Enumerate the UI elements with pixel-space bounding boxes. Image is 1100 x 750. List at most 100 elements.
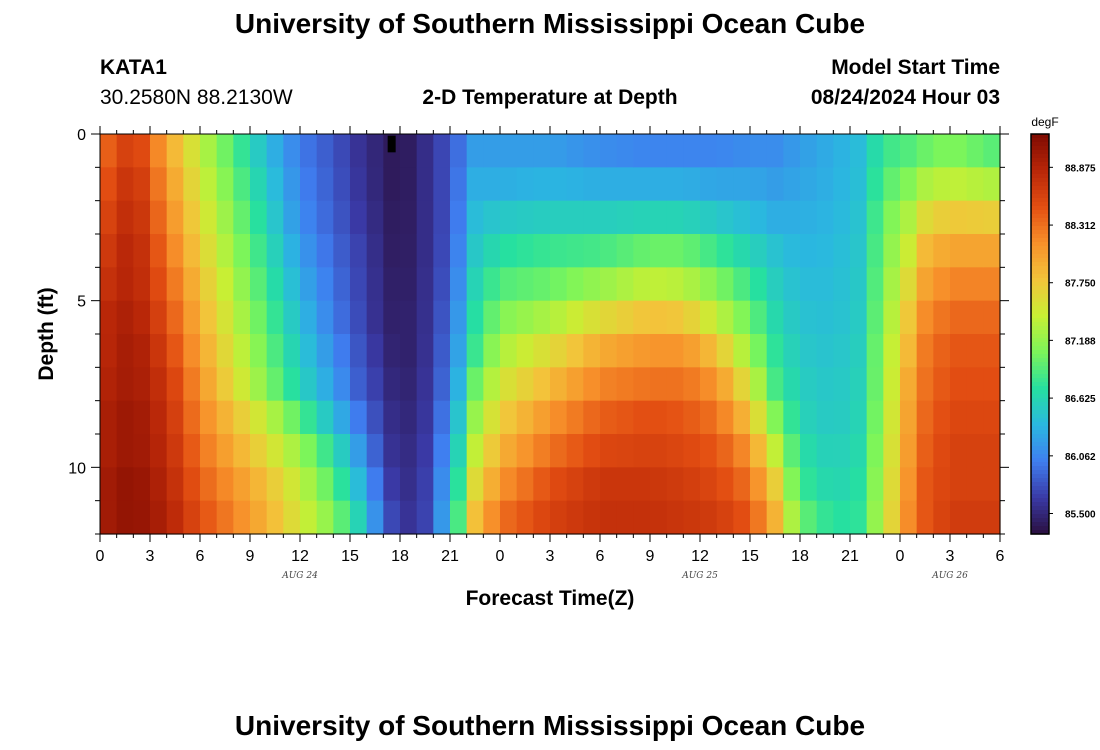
heatmap-cell (133, 500, 151, 535)
heatmap-cell (766, 234, 784, 268)
heatmap-cell (950, 134, 968, 168)
heatmap-cell (200, 234, 218, 268)
colorbar-swatch (1031, 182, 1049, 187)
colorbar-swatch (1031, 378, 1049, 383)
heatmap-cell (783, 434, 801, 468)
heatmap-cell (200, 167, 218, 202)
heatmap-cell (816, 367, 834, 402)
heatmap-cell (633, 500, 651, 535)
heatmap-cell (933, 167, 951, 202)
heatmap-cell (716, 200, 734, 235)
heatmap-cell (466, 167, 484, 202)
heatmap-cell (600, 334, 618, 368)
heatmap-cell (583, 334, 601, 368)
heatmap-cell (600, 234, 618, 268)
colorbar-swatch (1031, 142, 1049, 147)
heatmap-cell (916, 234, 934, 268)
heatmap-cell (733, 334, 751, 368)
x-tick-label: 3 (946, 548, 955, 565)
heatmap-cell (600, 467, 618, 502)
heatmap-cell (383, 300, 401, 335)
heatmap-cell (533, 200, 551, 235)
heatmap-cell (216, 267, 234, 302)
colorbar-swatch (1031, 474, 1049, 479)
heatmap-cell (950, 200, 968, 235)
colorbar-swatch (1031, 386, 1049, 391)
heatmap-cell (816, 167, 834, 202)
heatmap-cell (316, 234, 334, 268)
heatmap-cell (683, 200, 701, 235)
colorbar-swatch (1031, 394, 1049, 399)
heatmap-cell (133, 334, 151, 368)
heatmap-cell (566, 400, 584, 435)
heatmap-cell (716, 267, 734, 302)
x-tick-label: 3 (146, 548, 155, 565)
colorbar-swatch (1031, 342, 1049, 347)
heatmap-cell (300, 467, 318, 502)
x-tick-label: 6 (596, 548, 605, 565)
colorbar-swatch (1031, 210, 1049, 215)
heatmap-cell (483, 300, 501, 335)
heatmap-cell (100, 434, 118, 468)
heatmap-cell (916, 267, 934, 302)
colorbar-swatch (1031, 162, 1049, 167)
heatmap-cell (883, 167, 901, 202)
heatmap-cell (650, 367, 668, 402)
heatmap-cell (950, 334, 968, 368)
heatmap-cell (733, 134, 751, 168)
heatmap-cell (633, 300, 651, 335)
heatmap-cell (250, 267, 268, 302)
x-tick-label: 21 (841, 548, 859, 565)
heatmap-cell (333, 267, 351, 302)
heatmap-cell (250, 167, 268, 202)
heatmap-cells (100, 134, 1001, 535)
colorbar-swatch (1031, 442, 1049, 447)
heatmap-cell (866, 300, 884, 335)
heatmap-cell (133, 367, 151, 402)
heatmap-cell (483, 367, 501, 402)
heatmap-cell (683, 500, 701, 535)
heatmap-cell (650, 467, 668, 502)
heatmap-cell (233, 234, 251, 268)
heatmap-cell (816, 200, 834, 235)
heatmap-cell (700, 267, 718, 302)
heatmap-cell (550, 300, 568, 335)
x-tick-label: 9 (246, 548, 255, 565)
heatmap-cell (916, 500, 934, 535)
colorbar-swatch (1031, 390, 1049, 395)
heatmap-cell (833, 467, 851, 502)
heatmap-cell (433, 134, 451, 168)
heatmap-cell (416, 367, 434, 402)
heatmap-cell (950, 300, 968, 335)
heatmap-cell (966, 400, 984, 435)
heatmap-cell (733, 267, 751, 302)
heatmap-cell (666, 134, 684, 168)
heatmap-cell (266, 134, 284, 168)
heatmap-cell (466, 400, 484, 435)
heatmap-cell (450, 134, 468, 168)
colorbar-swatch (1031, 414, 1049, 419)
heatmap-cell (500, 434, 518, 468)
heatmap-cell (600, 200, 618, 235)
heatmap-cell (366, 334, 384, 368)
colorbar-swatch (1031, 334, 1049, 339)
heatmap-cell (416, 400, 434, 435)
heatmap-cell (233, 334, 251, 368)
heatmap-cell (516, 134, 534, 168)
heatmap-cell (100, 367, 118, 402)
colorbar-swatch (1031, 218, 1049, 223)
heatmap-cell (550, 134, 568, 168)
x-tick-label: 3 (546, 548, 555, 565)
heatmap-cell (400, 267, 418, 302)
colorbar-swatch (1031, 402, 1049, 407)
heatmap-cell (850, 267, 868, 302)
heatmap-cell (650, 400, 668, 435)
heatmap-cell (783, 400, 801, 435)
heatmap-cell (600, 267, 618, 302)
heatmap-cell (100, 234, 118, 268)
heatmap-cell (316, 300, 334, 335)
colorbar-unit: degF (1031, 115, 1058, 129)
heatmap-cell (666, 167, 684, 202)
heatmap-cell (883, 334, 901, 368)
heatmap-cell (800, 167, 818, 202)
